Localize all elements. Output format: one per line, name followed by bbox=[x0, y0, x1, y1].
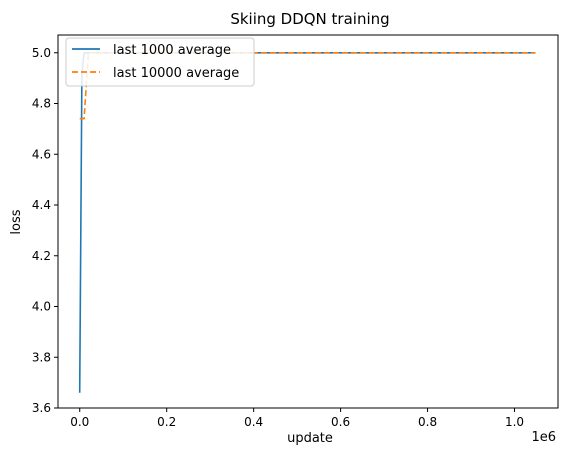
x-tick-label: 0.6 bbox=[331, 415, 350, 429]
legend-label-series-2: last 10000 average bbox=[113, 66, 239, 81]
x-tick-label: 1.0 bbox=[505, 415, 524, 429]
x-axis-offset-label: 1e6 bbox=[531, 430, 556, 445]
legend-label-series-1: last 1000 average bbox=[113, 43, 231, 58]
y-tick-label: 4.4 bbox=[32, 198, 51, 212]
y-axis-label: loss bbox=[9, 209, 24, 234]
y-tick-label: 5.0 bbox=[32, 46, 51, 60]
chart-title: Skiing DDQN training bbox=[230, 10, 389, 28]
plot-frame bbox=[57, 34, 559, 409]
y-tick-label: 4.0 bbox=[32, 300, 51, 314]
x-axis-label: update bbox=[287, 431, 333, 446]
legend-box bbox=[65, 37, 255, 87]
y-tick-label: 4.6 bbox=[32, 147, 51, 161]
legend: last 1000 average last 10000 average bbox=[65, 37, 255, 87]
axes: 0.0 0.2 0.4 0.6 0.8 1.0 3.6 3.8 4.0 4.2 4.4 4.6 4.8 5… bbox=[32, 46, 524, 429]
x-tick-label: 0.4 bbox=[244, 415, 263, 429]
x-tick-label: 0.8 bbox=[418, 415, 437, 429]
y-tick-label: 4.8 bbox=[32, 97, 51, 111]
y-tick-label: 4.2 bbox=[32, 249, 51, 263]
x-tick-label: 0.2 bbox=[157, 415, 176, 429]
y-tick-label: 3.8 bbox=[32, 350, 51, 364]
x-tick-label: 0.0 bbox=[70, 415, 89, 429]
y-tick-label: 3.6 bbox=[32, 401, 51, 415]
